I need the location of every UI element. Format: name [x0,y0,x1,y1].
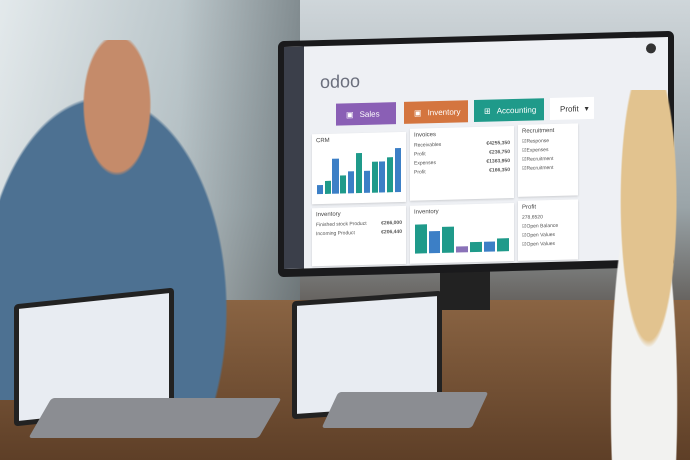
inventory-chart [414,219,510,254]
profit-value: 278,6520 [522,214,543,221]
chart-bar [387,156,394,193]
laptop-right-keyboard [321,392,489,428]
crm-card: CRM [312,131,406,205]
chart-bar [355,153,363,194]
monitor-stand [440,270,490,310]
recruitment-card: Recruitment ☑ Response ☑ Expenses ☑ Recrui… [518,123,578,197]
checklist-item[interactable]: ☑ Open Values [522,240,556,248]
inventory-tile[interactable]: ▣ Inventory [404,100,468,124]
inventory-card: Inventory Finished stock Product €266,000… [312,205,406,267]
list-item: Finished stock Product €266,000 [316,219,402,229]
chevron-down-icon: ▾ [584,103,589,113]
chart-bar [428,230,441,254]
checklist-item[interactable]: ☑ Recruitment [522,155,554,163]
chart-bar [379,161,386,193]
chart-bar [371,161,378,193]
chart-bar [414,224,427,254]
sales-icon: ▣ [346,109,354,119]
checklist-item[interactable]: ☑ Recruitment [522,164,554,172]
inventory-icon: ▣ [414,107,422,118]
odoo-logo: odoo [320,71,361,93]
chart-bar [348,171,355,194]
list-item: Receivables €4255,350 [414,140,510,149]
profit-card: Profit 278,6520 ☑ Open Balance ☑ Open Val… [518,199,578,261]
chart-bar [483,241,496,252]
list-item: Incoming Product €206,440 [316,228,402,238]
list-item: Expenses €1363,950 [414,158,510,167]
chart-bar [340,175,347,194]
chart-bar [395,147,402,193]
chart-bar [363,170,370,193]
checklist-item[interactable]: ☑ Expenses [522,147,549,154]
chart-bar [456,245,468,253]
crm-chart [316,147,402,195]
sales-tile[interactable]: ▣ Sales [336,102,396,126]
avatar[interactable] [646,43,656,54]
list-item: Profit €236,750 [414,149,510,158]
inventory-chart-card: Inventory [410,203,514,264]
chart-bar [332,158,339,194]
chart-bar [324,180,331,194]
invoices-card: Invoices Receivables €4255,350 Profit €236,… [410,126,514,201]
checklist-item[interactable]: ☑ Open Balance [522,222,559,230]
list-item: Profit €166,350 [414,167,510,176]
checklist-item[interactable]: ☑ Response [522,138,549,145]
laptop-left-keyboard [28,398,282,438]
profit-dropdown[interactable]: Profit ▾ [550,96,594,121]
accounting-tile[interactable]: ⊞ Accounting [474,98,544,123]
chart-bar [469,242,482,253]
checklist-item[interactable]: ☑ Open Values [522,231,556,239]
chart-bar [316,185,323,195]
chart-bar [442,226,455,253]
woman-viewing [598,90,690,460]
accounting-icon: ⊞ [484,106,491,116]
chart-bar [497,238,510,252]
sidebar [284,46,304,270]
